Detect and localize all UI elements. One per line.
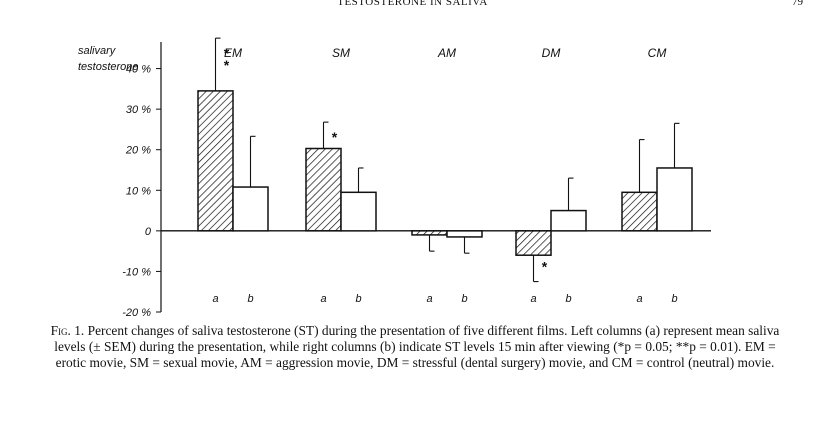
bar-b-CM <box>656 167 693 232</box>
bar-a-SM <box>305 147 342 232</box>
series-label-b: b <box>671 293 677 305</box>
series-label-a: a <box>426 293 432 305</box>
y-tick-label: -20 % <box>122 307 151 319</box>
category-label: CM <box>648 46 667 60</box>
bar-chart: salivary testosterone 40 % 30 % 20 % 10 % 0 -… <box>78 37 711 319</box>
y-axis-label-line1: salivary <box>78 45 117 57</box>
series-label-b: b <box>355 293 361 305</box>
y-tick-label: 0 <box>145 226 152 238</box>
y-tick-label: 20 % <box>125 145 151 157</box>
y-axis-label-line2: testosterone <box>78 61 139 73</box>
caption-text: Percent changes of saliva testosterone (… <box>54 323 780 370</box>
bar-a-CM <box>621 191 658 232</box>
category-label: AM <box>437 46 456 60</box>
series-label-b: b <box>565 293 571 305</box>
series-label-a: a <box>636 293 642 305</box>
series-label-a: a <box>530 293 536 305</box>
bar-b-DM <box>550 209 587 232</box>
y-tick-label: -10 % <box>122 266 151 278</box>
figure-label: Fig. 1. <box>50 323 85 338</box>
series-label-b: b <box>247 293 253 305</box>
bar-a-AM <box>411 230 448 236</box>
significance-star: * <box>224 45 230 61</box>
bar-b-EM <box>232 186 269 232</box>
significance-star: * <box>224 57 230 73</box>
bar-b-SM <box>340 191 377 232</box>
y-tick-label: 30 % <box>126 104 151 116</box>
bar-b-AM <box>446 230 483 238</box>
running-title: TESTOSTERONE IN SALIVA <box>337 0 488 8</box>
series-label-b: b <box>461 293 467 305</box>
bar-a-EM <box>197 90 234 232</box>
y-tick-label: 10 % <box>126 185 151 197</box>
category-label: SM <box>332 46 350 60</box>
significance-star: * <box>332 129 338 145</box>
page-number: 79 <box>792 0 803 8</box>
category-label: EM <box>224 46 242 60</box>
significance-star: * <box>542 259 548 275</box>
series-label-a: a <box>212 293 218 305</box>
bar-a-DM <box>515 230 552 256</box>
axes: 40 % 30 % 20 % 10 % 0 -10 % -20 % <box>122 42 711 319</box>
category-label: DM <box>542 46 561 60</box>
y-tick-label: 40 % <box>126 64 151 76</box>
figure-caption: Fig. 1. Percent changes of saliva testos… <box>40 323 790 371</box>
series-label-a: a <box>320 293 326 305</box>
